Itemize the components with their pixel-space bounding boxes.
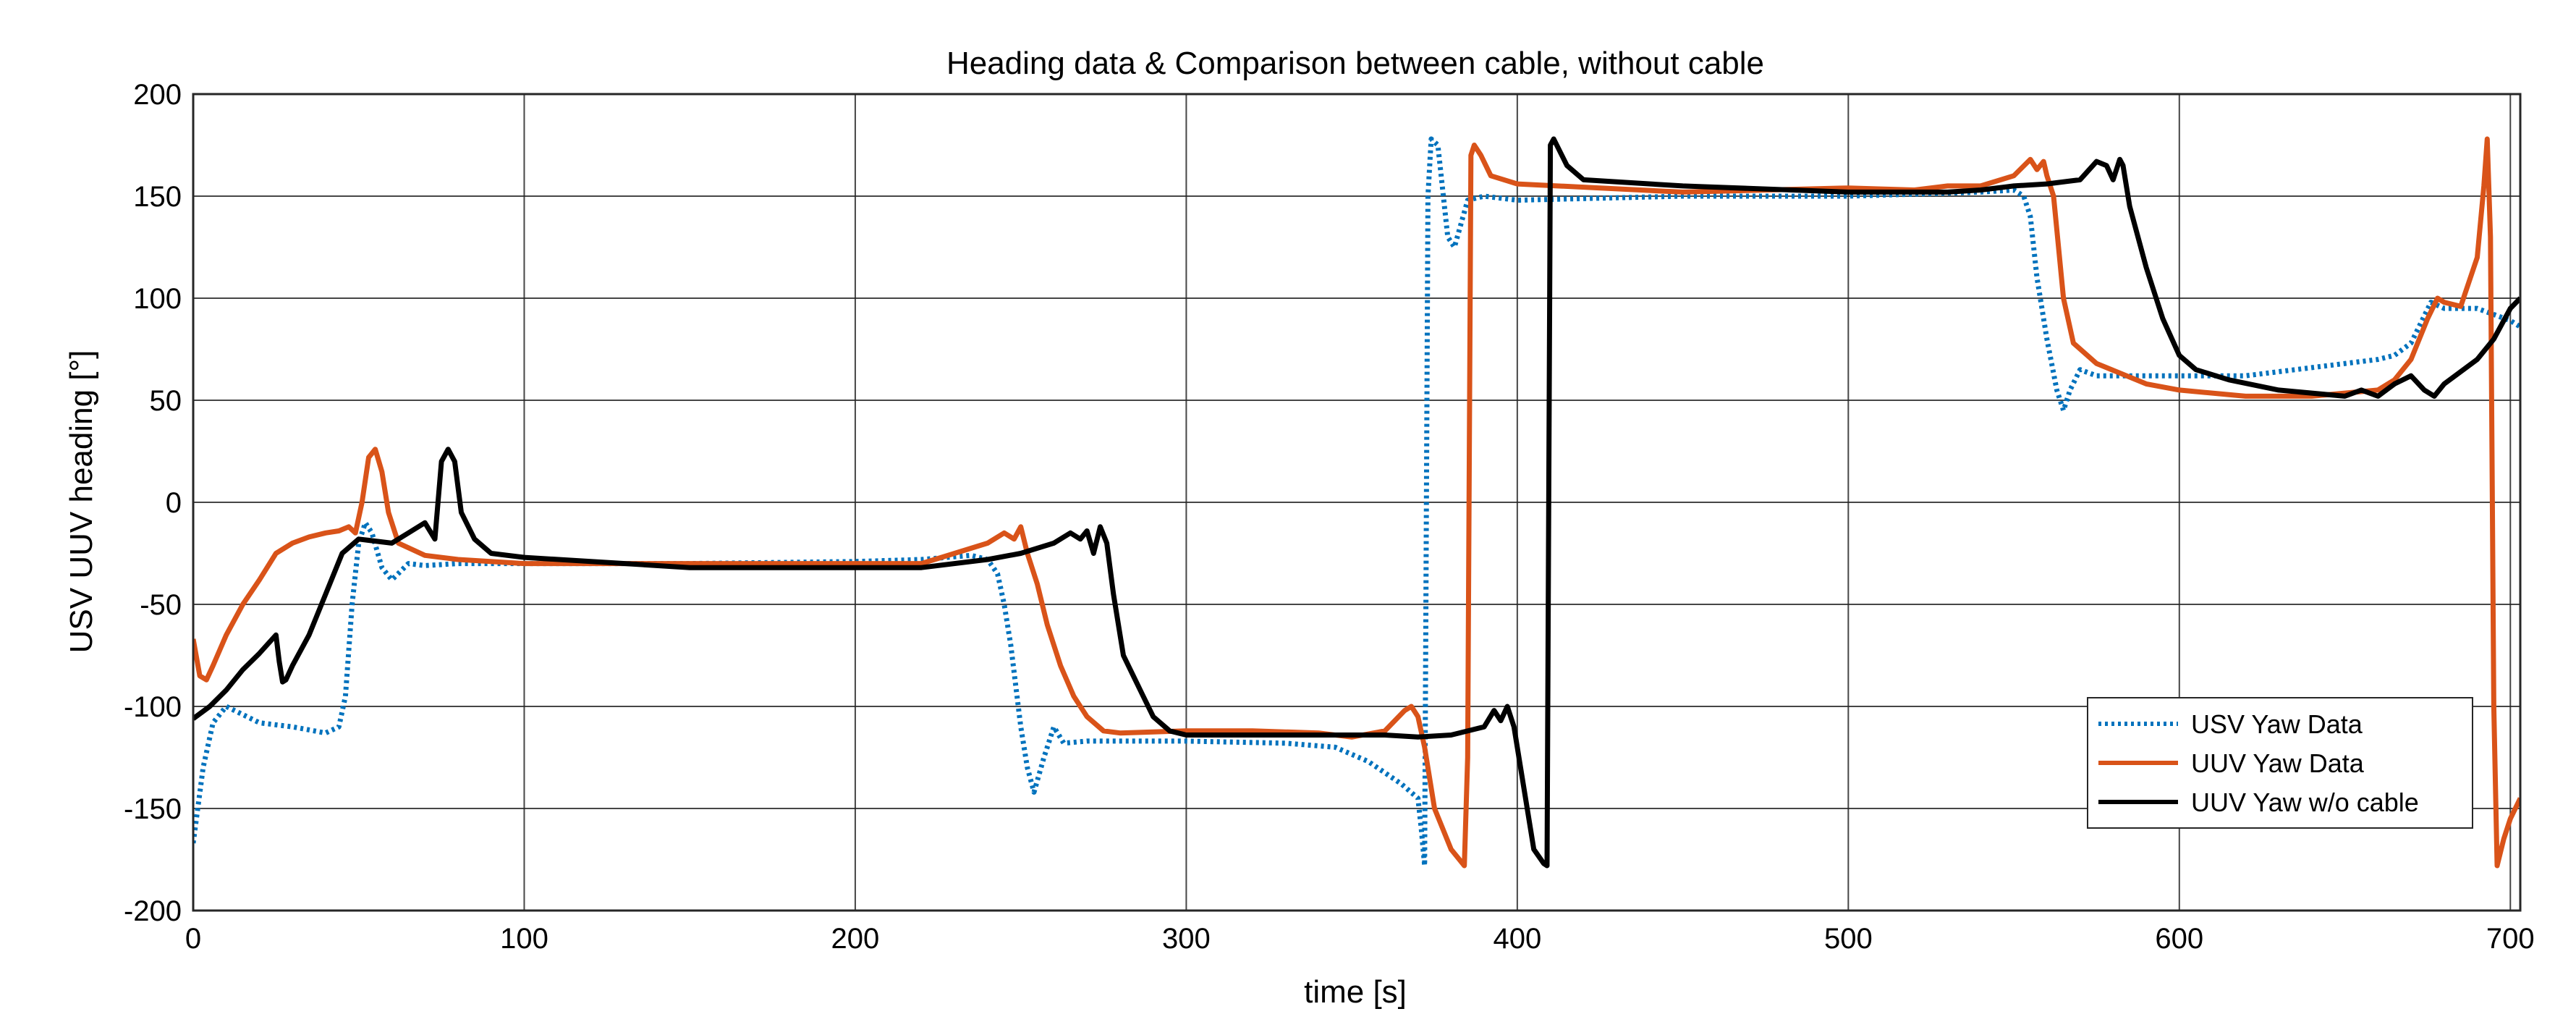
x-tick-label: 100 bbox=[500, 923, 548, 955]
legend-label-uuv-wo-cable: UUV Yaw w/o cable bbox=[2191, 787, 2419, 817]
y-tick-label: -50 bbox=[140, 589, 182, 621]
x-tick-label: 200 bbox=[831, 923, 880, 955]
legend: USV Yaw Data UUV Yaw Data UUV Yaw w/o ca… bbox=[2087, 697, 2473, 829]
y-tick-label: -200 bbox=[124, 895, 182, 927]
y-tick-label: 50 bbox=[150, 385, 182, 417]
y-tick-label: 100 bbox=[133, 283, 182, 315]
x-tick-label: 500 bbox=[1824, 923, 1873, 955]
series-uuv-yaw-wo-cable-line bbox=[193, 136, 2520, 869]
x-tick-label: 600 bbox=[2155, 923, 2203, 955]
x-tick-label: 300 bbox=[1162, 923, 1211, 955]
y-tick-label: -150 bbox=[124, 793, 182, 825]
chart-title: Heading data & Comparison between cable,… bbox=[946, 46, 1764, 81]
x-tick-label: 700 bbox=[2486, 923, 2535, 955]
y-axis-label: USV UUV heading [°] bbox=[64, 350, 99, 654]
y-tick-label: 200 bbox=[133, 79, 182, 111]
tick-labels: 0 100 200 300 400 500 600 700 -200 -150 -100 -50 0 50… bbox=[124, 79, 2535, 955]
y-tick-label: 150 bbox=[133, 181, 182, 213]
x-axis-label: time [s] bbox=[1304, 974, 1407, 1010]
x-tick-label: 0 bbox=[185, 923, 201, 955]
axes-frame bbox=[192, 93, 2522, 912]
legend-label-uuv: UUV Yaw Data bbox=[2191, 748, 2365, 778]
legend-label-usv: USV Yaw Data bbox=[2191, 709, 2363, 739]
plot-series bbox=[193, 136, 2520, 869]
x-tick-label: 400 bbox=[1493, 923, 1541, 955]
y-tick-label: 0 bbox=[166, 487, 182, 519]
y-tick-label: -100 bbox=[124, 691, 182, 723]
